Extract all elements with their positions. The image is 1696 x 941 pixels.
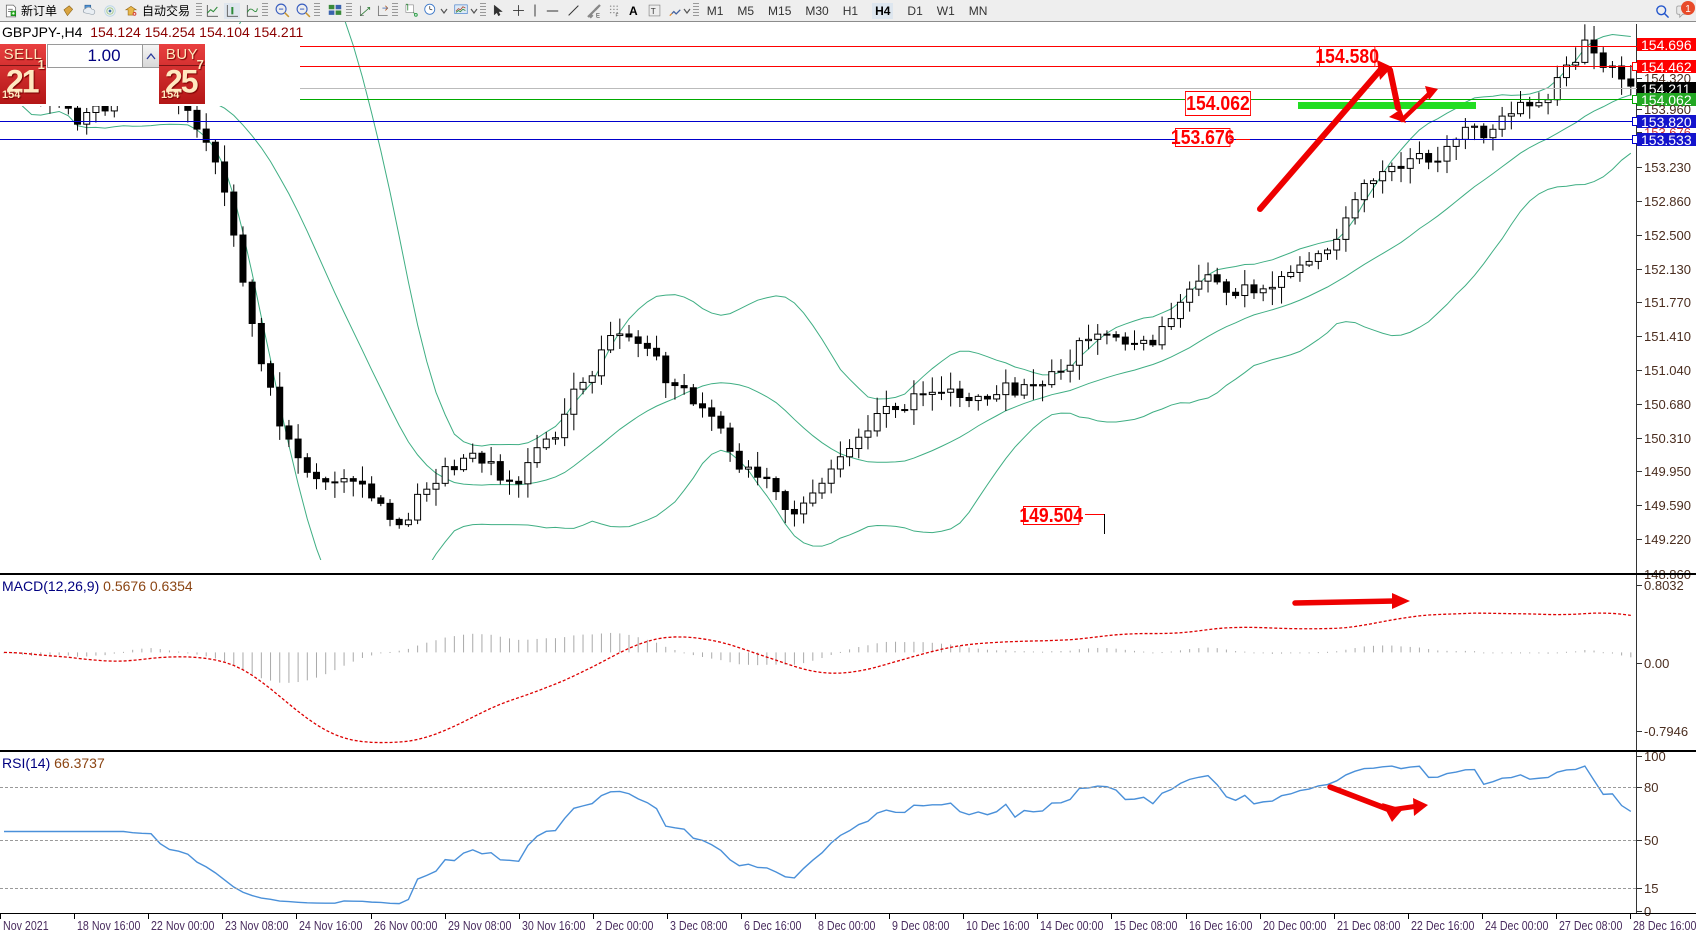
svg-text:F: F <box>616 12 619 17</box>
svg-text:E: E <box>596 13 600 18</box>
svg-text:T: T <box>650 7 655 16</box>
svg-text:1: 1 <box>1685 4 1691 15</box>
